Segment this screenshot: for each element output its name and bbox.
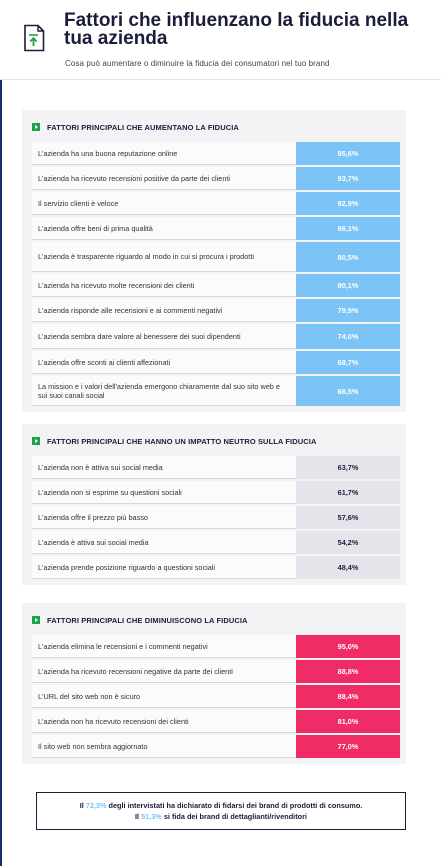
table-row: L'azienda non ha ricevuto recensioni dei… [32,710,400,733]
row-label: L'URL del sito web non è sicuro [32,685,296,708]
row-label: L'azienda ha ricevuto molte recensioni d… [32,274,296,297]
page-title: Fattori che influenzano la fiducia nella… [64,10,409,49]
table-row: L'azienda è trasparente riguardo al modo… [32,242,400,272]
table-row: L'azienda offre il prezzo più basso 57,6% [32,506,400,529]
row-value: 68,5% [296,376,400,406]
row-value: 81,0% [296,710,400,733]
table-row: L'URL del sito web non è sicuro 88,4% [32,685,400,708]
table-row: L'azienda prende posizione riguardo a qu… [32,556,400,579]
row-label: L'azienda risponde alle recensioni e ai … [32,299,296,322]
row-value: 92,9% [296,192,400,215]
table-row: L'azienda non si esprime su questioni so… [32,481,400,504]
table-row: L'azienda ha ricevuto recensioni positiv… [32,167,400,190]
row-value: 79,9% [296,299,400,322]
section-title: FATTORI PRINCIPALI CHE HANNO UN IMPATTO … [47,436,317,446]
summary-line-2: Il 51,3% si fida dei brand di dettaglian… [135,812,307,821]
row-label: L'azienda offre sconti ai clienti affezi… [32,351,296,374]
play-bullet-icon [32,616,40,624]
row-label: L'azienda elimina le recensioni e i comm… [32,635,296,658]
row-value: 57,6% [296,506,400,529]
row-label: L'azienda offre il prezzo più basso [32,506,296,529]
play-bullet-icon [32,437,40,445]
summary-highlight: 51,3% [141,812,162,821]
row-value: 63,7% [296,456,400,479]
row-label: L'azienda non è attiva sui social media [32,456,296,479]
neutral-trust-section: FATTORI PRINCIPALI CHE HANNO UN IMPATTO … [22,424,406,585]
table-row: L'azienda offre beni di prima qualità 86,… [32,217,400,240]
row-label: L'azienda sembra dare valore al benesser… [32,324,296,349]
decrease-trust-section: FATTORI PRINCIPALI CHE DIMINUISCONO LA F… [22,603,406,764]
neutral-trust-rows: L'azienda non è attiva sui social media 6… [32,456,406,579]
table-row: L'azienda è attiva sui social media 54,2% [32,531,400,554]
table-row: L'azienda risponde alle recensioni e ai … [32,299,400,322]
summary-box: Il 72,3% degli intervistati ha dichiarat… [36,792,406,830]
table-row: L'azienda ha ricevuto recensioni negativ… [32,660,400,683]
row-value: 61,7% [296,481,400,504]
row-label: L'azienda non ha ricevuto recensioni dei… [32,710,296,733]
row-label: L'azienda prende posizione riguardo a qu… [32,556,296,579]
row-label: L'azienda offre beni di prima qualità [32,217,296,240]
row-value: 80,5% [296,242,400,272]
row-value: 48,4% [296,556,400,579]
row-label: L'azienda ha una buona reputazione onlin… [32,142,296,165]
row-value: 93,7% [296,167,400,190]
summary-highlight: 72,3% [85,801,107,810]
increase-trust-rows: L'azienda ha una buona reputazione onlin… [32,142,406,406]
table-row: L'azienda non è attiva sui social media 6… [32,456,400,479]
table-row: Il servizio clienti è veloce 92,9% [32,192,400,215]
row-label: L'azienda ha ricevuto recensioni negativ… [32,660,296,683]
table-row: La mission e i valori dell'azienda emerg… [32,376,400,406]
table-row: Il sito web non sembra aggiornato 77,0% [32,735,400,758]
row-label: L'azienda è trasparente riguardo al modo… [32,242,296,272]
left-accent-rule [0,0,2,866]
row-value: 95,0% [296,635,400,658]
table-row: L'azienda ha ricevuto molte recensioni d… [32,274,400,297]
row-value: 88,4% [296,685,400,708]
row-value: 86,1% [296,217,400,240]
table-row: L'azienda ha una buona reputazione onlin… [32,142,400,165]
row-value: 95,6% [296,142,400,165]
table-row: L'azienda sembra dare valore al benesser… [32,324,400,349]
table-row: L'azienda offre sconti ai clienti affezi… [32,351,400,374]
document-arrow-up-icon [24,24,45,52]
row-value: 80,1% [296,274,400,297]
table-row: L'azienda elimina le recensioni e i comm… [32,635,400,658]
row-label: L'azienda è attiva sui social media [32,531,296,554]
row-value: 74,0% [296,324,400,349]
increase-trust-section: FATTORI PRINCIPALI CHE AUMENTANO LA FIDU… [22,110,406,412]
decrease-trust-rows: L'azienda elimina le recensioni e i comm… [32,635,406,758]
section-title: FATTORI PRINCIPALI CHE DIMINUISCONO LA F… [47,615,248,625]
row-label: L'azienda non si esprime su questioni so… [32,481,296,504]
section-title: FATTORI PRINCIPALI CHE AUMENTANO LA FIDU… [47,122,239,132]
row-value: 54,2% [296,531,400,554]
summary-line-1: Il 72,3% degli intervistati ha dichiarat… [79,801,363,810]
page-subtitle: Cosa può aumentare o diminuire la fiduci… [65,59,330,68]
row-label: Il servizio clienti è veloce [32,192,296,215]
row-label: L'azienda ha ricevuto recensioni positiv… [32,167,296,190]
row-value: 77,0% [296,735,400,758]
play-bullet-icon [32,123,40,131]
page-header: Fattori che influenzano la fiducia nella… [0,0,441,80]
row-label: Il sito web non sembra aggiornato [32,735,296,758]
row-value: 68,7% [296,351,400,374]
row-label: La mission e i valori dell'azienda emerg… [32,376,296,406]
row-value: 88,8% [296,660,400,683]
